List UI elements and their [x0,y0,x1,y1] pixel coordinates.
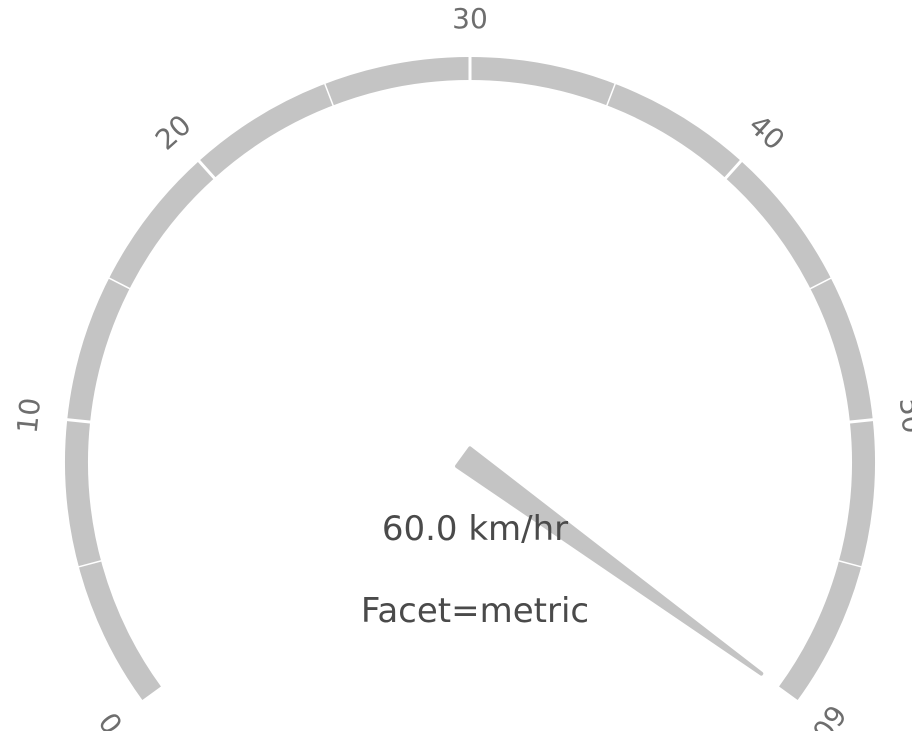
gauge-tick-50 [848,418,874,424]
tick-label-20: 20 [149,108,198,156]
gauge-tick-15 [107,277,131,290]
gauge-tick-40 [723,159,743,180]
gauge-tick-5 [77,559,103,568]
tick-label-40: 40 [742,108,791,156]
gauge-ticks [66,56,874,568]
gauge-tick-10 [66,418,92,424]
gauge-tick-45 [809,277,833,290]
tick-label-50: 50 [893,396,912,435]
tick-label-30: 30 [452,2,488,35]
gauge-tick-55 [837,559,863,568]
gauge-tick-25 [323,82,335,107]
facet-label: Facet=metric [361,591,589,631]
value-label: 60.0 km/hr [382,509,568,549]
gauge-tick-35 [605,82,617,107]
tick-label-10: 10 [11,396,48,435]
tick-label-0: 0 [93,706,130,731]
tick-label-60: 60 [805,699,853,731]
gauge-needle [455,446,764,676]
gauge-tick-20 [197,159,217,180]
